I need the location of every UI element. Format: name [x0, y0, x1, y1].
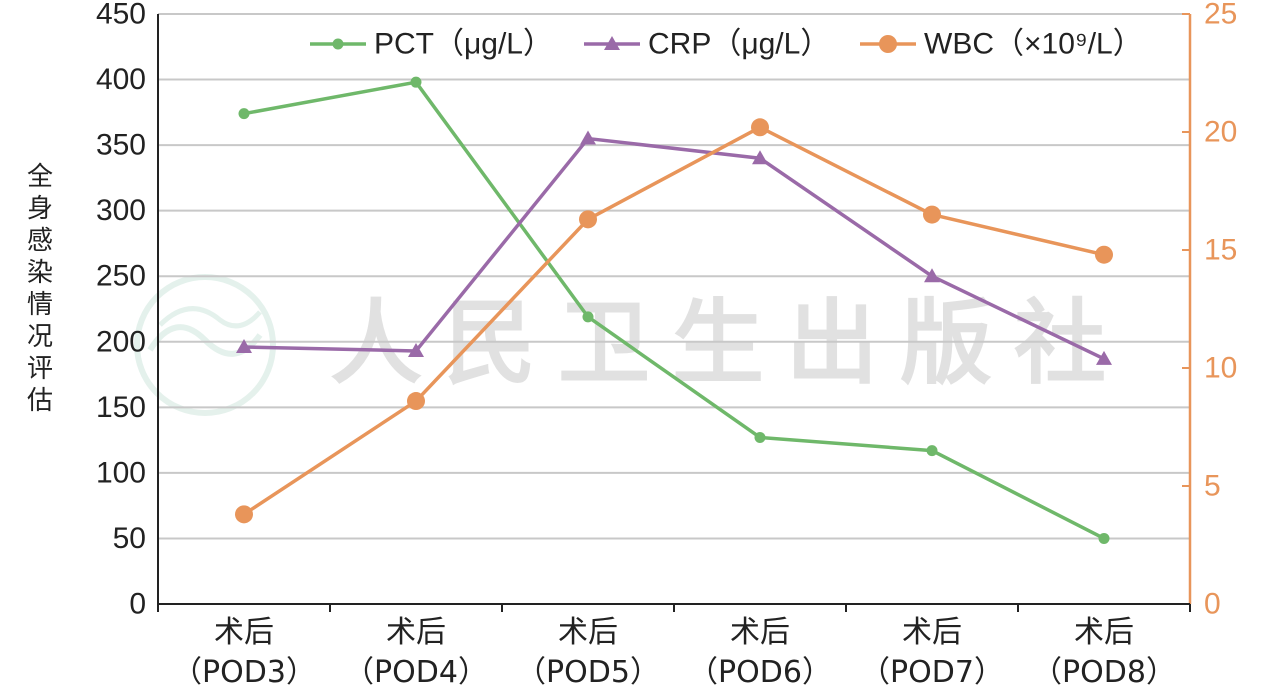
series-wbc: [235, 118, 1113, 524]
right-y-tick-label: 25: [1204, 0, 1237, 31]
watermark: 人民卫生出版社: [134, 274, 1128, 416]
y-axis-label: 全身感染情况评估: [27, 162, 53, 416]
left-y-tick-label: 450: [96, 0, 146, 31]
wbc-line: [243, 125, 1105, 516]
legend-swatch-marker: [604, 36, 620, 50]
watermark-text: 人民卫生出版社: [330, 289, 1128, 397]
gridlines: [158, 13, 1190, 540]
legend-label: PCT（μg/L）: [374, 28, 553, 61]
legend-item-pct: PCT（μg/L）: [310, 28, 553, 61]
left-y-tick-label: 50: [113, 522, 146, 555]
crp-point: [236, 339, 252, 354]
right-y-tick-label: 20: [1204, 116, 1237, 149]
legend: PCT（μg/L） CRP（μg/L） WBC（×10⁹/L）: [310, 28, 1143, 61]
crp-point: [752, 150, 768, 165]
right-y-tick-label: 5: [1204, 470, 1221, 503]
right-y-tick-label: 15: [1204, 234, 1237, 267]
left-y-tick-label: 0: [129, 588, 146, 621]
crp-point: [580, 130, 596, 145]
right-y-tick-label: 0: [1204, 588, 1221, 621]
wbc-point: [235, 505, 253, 524]
legend-swatch-marker: [879, 35, 897, 53]
legend-item-wbc: WBC（×10⁹/L）: [860, 28, 1143, 61]
series-crp: [236, 130, 1112, 365]
left-y-tick-label: 150: [96, 391, 146, 424]
wbc-point: [1095, 245, 1113, 264]
legend-item-crp: CRP（μg/L）: [584, 28, 830, 61]
pct-point: [926, 445, 938, 457]
crp-point: [924, 268, 940, 283]
legend-label: CRP（μg/L）: [648, 28, 830, 61]
x-tick-label: 术后（POD4）: [344, 615, 488, 690]
x-tick-label: 术后（POD3）: [172, 615, 316, 690]
pct-point: [1098, 532, 1110, 544]
legend-swatch-marker: [332, 38, 344, 50]
series-pct: [238, 76, 1110, 544]
series-layer: [235, 76, 1113, 544]
pct-point: [754, 431, 766, 443]
crp-point: [1096, 350, 1112, 365]
crp-point: [408, 342, 424, 357]
x-tick-label: 术后（POD6）: [688, 615, 832, 690]
pct-point: [410, 76, 422, 88]
left-y-tick-label: 200: [96, 325, 146, 358]
legend-label: WBC（×10⁹/L）: [924, 28, 1143, 61]
pct-line: [243, 80, 1105, 541]
x-tick-label: 术后（POD8）: [1032, 615, 1176, 690]
axes: 0 50 100 150 200 250 300 350 400 450 0 5 10 15 20 25 术后（…: [96, 0, 1237, 690]
left-y-tick-label: 100: [96, 456, 146, 489]
wbc-point: [923, 205, 941, 224]
wbc-point: [579, 210, 597, 229]
crp-line: [243, 136, 1105, 361]
left-y-tick-label: 250: [96, 260, 146, 293]
wbc-point: [407, 392, 425, 411]
left-y-tick-label: 300: [96, 194, 146, 227]
wbc-point: [751, 118, 769, 137]
left-y-tick-label: 400: [96, 63, 146, 96]
pct-point: [238, 108, 250, 120]
left-y-tick-label: 350: [96, 129, 146, 162]
pct-point: [582, 311, 594, 323]
x-tick-label: 术后（POD5）: [516, 615, 660, 690]
right-y-tick-label: 10: [1204, 352, 1237, 385]
x-tick-label: 术后（POD7）: [860, 615, 1004, 690]
